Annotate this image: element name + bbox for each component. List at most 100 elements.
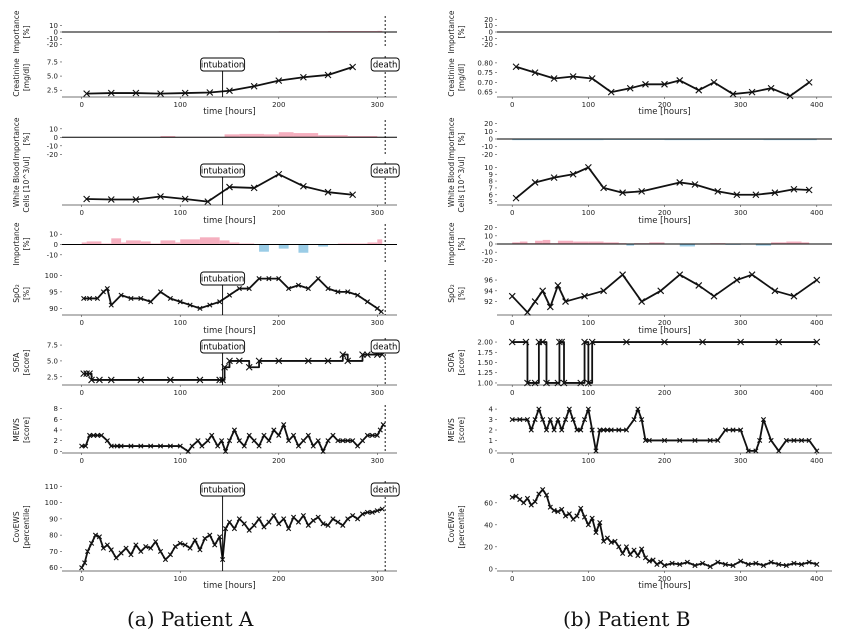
importance-bar (140, 241, 151, 245)
y-tick-label: 1.25 (477, 369, 493, 377)
y-tick-label: -10 (482, 249, 493, 257)
y-axis-label-line: SOFA (447, 352, 456, 372)
data-point (626, 84, 634, 92)
series-line (86, 173, 353, 203)
x-tick-label: 0 (510, 209, 514, 217)
data-point (813, 338, 821, 346)
x-tick-label: 300 (371, 209, 384, 217)
intubation-label-text: intubation (201, 61, 244, 71)
importance-bar (298, 244, 309, 253)
intubation-label-box (200, 163, 246, 178)
data-point (588, 75, 596, 82)
data-point (584, 379, 592, 387)
y-axis-label-line: [mg/dl] (22, 64, 31, 91)
y-tick-label: 6 (489, 191, 494, 199)
intubation-label-text: intubation (201, 343, 244, 353)
data-point (83, 90, 91, 97)
x-tick-label: 200 (272, 319, 285, 327)
data-point (226, 357, 233, 365)
data-point (578, 427, 584, 433)
data-point (128, 552, 134, 558)
data-point (295, 443, 302, 449)
y-tick-label: 7.5 (47, 58, 58, 66)
data-point (597, 427, 603, 433)
x-axis-title: time [hours] (638, 107, 690, 117)
data-point (378, 309, 384, 315)
data-point (199, 443, 205, 449)
data-point (581, 514, 588, 520)
importance-bar (259, 244, 269, 252)
series-line (83, 353, 383, 381)
importance-bar (755, 244, 772, 246)
data-point (512, 194, 520, 202)
data-point (733, 276, 741, 284)
data-point (153, 539, 159, 545)
data-point (738, 427, 744, 433)
x-tick-label: 0 (79, 209, 83, 217)
importance-bar (357, 243, 368, 245)
series-line (80, 508, 383, 569)
data-point (157, 90, 164, 97)
data-point (806, 437, 812, 444)
data-point (133, 542, 139, 548)
y-tick-label: -20 (482, 151, 493, 159)
data-point (271, 513, 277, 519)
importance-bar (150, 243, 161, 245)
data-point (581, 338, 588, 346)
data-point (138, 443, 144, 449)
x-tick-label: 300 (371, 457, 384, 465)
y-axis-label-line: CovEWS (447, 511, 456, 542)
x-tick-label: 200 (658, 575, 671, 583)
row-5-spo-: SpO₂ [%] 90 95 100 0 100 200 300 intubation time [… (12, 270, 397, 336)
data-point (676, 271, 684, 279)
importance-bar (121, 242, 127, 245)
data-point (790, 292, 798, 300)
y-axis-label-line: Cells [10^3/ul] (457, 156, 466, 212)
data-point (148, 545, 154, 551)
data-point (536, 491, 542, 497)
data-point (517, 416, 523, 423)
data-point (209, 432, 215, 438)
data-point (305, 285, 311, 292)
data-point (167, 295, 173, 302)
x-tick-label: 200 (658, 457, 671, 465)
x-tick-label: 200 (658, 209, 671, 217)
data-point (635, 406, 641, 412)
data-point (699, 338, 706, 346)
y-tick-label: 0 (54, 241, 58, 249)
data-point (157, 193, 164, 200)
data-point (132, 89, 140, 97)
data-point (345, 289, 351, 295)
death-label: death (370, 57, 400, 72)
data-point (324, 357, 332, 365)
y-tick-label: 8 (54, 405, 58, 413)
data-point (86, 370, 93, 377)
y-tick-label: 90 (49, 305, 58, 313)
data-point (320, 448, 326, 454)
y-axis-label: CovEWS [percentile] (12, 505, 31, 548)
y-tick-label: 20 (484, 120, 493, 128)
y-tick-label: 0 (54, 29, 58, 37)
data-point (730, 562, 736, 569)
data-point (677, 437, 683, 444)
data-point (379, 506, 385, 512)
data-point (560, 379, 568, 387)
y-tick-label: 10 (484, 232, 493, 240)
data-point (692, 437, 698, 444)
data-point (250, 82, 258, 90)
data-point (195, 438, 201, 444)
data-point (524, 308, 531, 316)
data-point (547, 416, 553, 423)
y-tick-label: 7.5 (47, 342, 58, 350)
importance-bar (542, 239, 551, 244)
data-point (654, 561, 660, 567)
data-point (215, 443, 221, 449)
data-point (760, 416, 767, 423)
data-point (185, 448, 191, 454)
x-tick-label: 100 (174, 389, 187, 397)
data-point (325, 438, 331, 444)
data-point (604, 535, 610, 541)
data-point (276, 521, 282, 527)
data-point (508, 292, 516, 300)
